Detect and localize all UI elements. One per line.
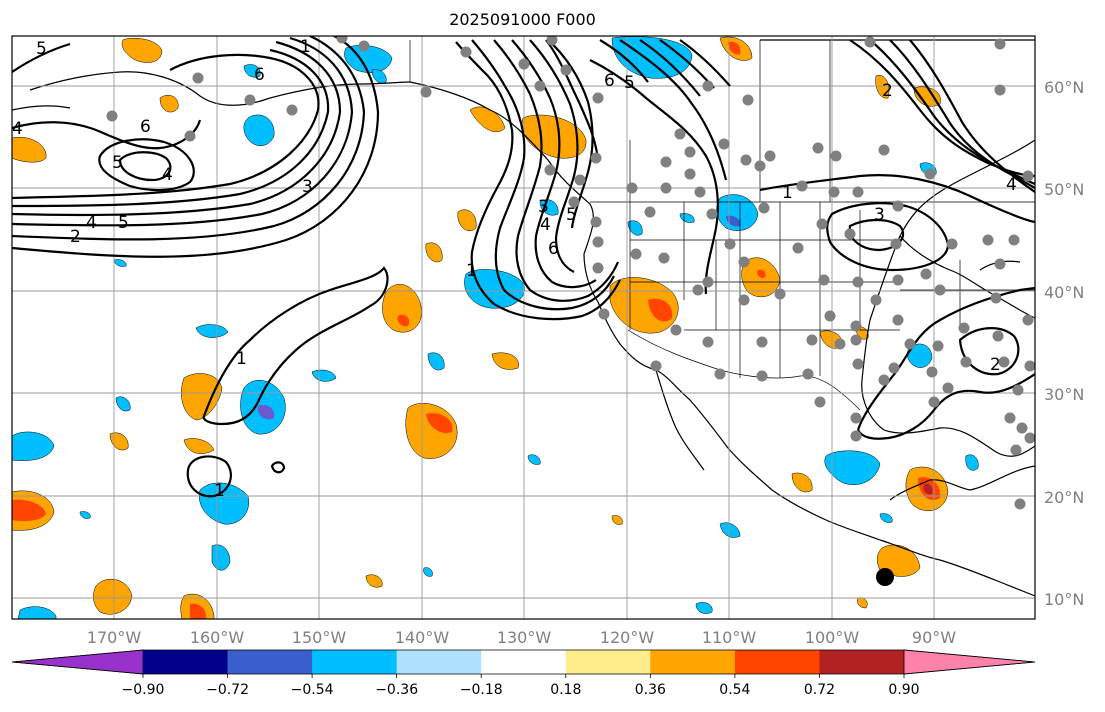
longitude-labels: 170°W 160°W 150°W 140°W 130°W 120°W 110°… (87, 628, 956, 647)
contour-label: 1 (300, 37, 311, 57)
map-title: 2025091000 F000 (449, 10, 596, 29)
colorbar-segment (143, 650, 229, 674)
contour-label: 2 (70, 227, 81, 247)
contour-label: 6 (604, 71, 615, 91)
lat-label: 10°N (1044, 590, 1084, 609)
contour-label: 3 (302, 177, 313, 197)
lat-label: 20°N (1044, 488, 1084, 507)
contour-label: 1 (214, 481, 225, 501)
contour-label: 1 (466, 261, 477, 281)
lat-label: 60°N (1044, 78, 1084, 97)
station-dots (106, 36, 1035, 510)
contour-label: 6 (548, 239, 559, 259)
contour-label: 1 (782, 183, 793, 203)
contour-label: 4 (1006, 175, 1017, 195)
colorbar-tick-label: 0.36 (635, 682, 666, 698)
contour-label: 3 (874, 205, 885, 225)
contour-label: 5 (118, 213, 129, 233)
contour-label: 6 (140, 117, 151, 137)
colorbar-segment (227, 650, 313, 674)
colorbar-tick-label: 0.18 (550, 682, 581, 698)
colorbar-tick-label: −0.90 (122, 682, 165, 698)
lon-label: 130°W (497, 628, 552, 647)
contour-label: 4 (86, 213, 97, 233)
lat-label: 30°N (1044, 385, 1084, 404)
contour-label: 5 (36, 39, 47, 59)
contour-label: 2 (990, 355, 1001, 375)
lon-label: 100°W (805, 628, 860, 647)
colorbar-tick-label: −0.72 (206, 682, 249, 698)
colorbar-segment (396, 650, 482, 674)
colorbar: −0.90 −0.72 −0.54 −0.36 −0.18 0.18 0.36 0.54 0.7… (11, 649, 1036, 698)
colorbar-segment (819, 650, 905, 674)
colorbar-tick-label: −0.18 (460, 682, 503, 698)
colorbar-extend-high (903, 649, 1036, 675)
contour-labels: 1 6 4 5 6 3 4 5 2 1 1 3 4 5 6 1 6 5 1 3 … (12, 37, 1017, 501)
colorbar-segment (734, 650, 820, 674)
lon-label: 150°W (292, 628, 347, 647)
colorbar-segment (565, 650, 651, 674)
colorbar-tick-label: 0.90 (888, 682, 919, 698)
colorbar-tick-label: −0.36 (375, 682, 418, 698)
latitude-labels: 60°N 50°N 40°N 30°N 20°N 10°N (1044, 78, 1084, 609)
lon-label: 160°W (190, 628, 245, 647)
colorbar-tick-label: −0.54 (291, 682, 334, 698)
lon-label: 170°W (87, 628, 142, 647)
colorbar-extend-low (11, 649, 144, 675)
contour-label: 5 (566, 205, 577, 225)
lon-label: 110°W (702, 628, 757, 647)
graticule (12, 36, 1035, 619)
colorbar-segment (650, 650, 736, 674)
contour-label: 2 (882, 81, 893, 101)
colorbar-segment (481, 650, 567, 674)
colorbar-tick-label: 0.72 (804, 682, 835, 698)
lat-label: 50°N (1044, 180, 1084, 199)
contour-label: 4 (540, 215, 551, 235)
contour-label: 5 (624, 73, 635, 93)
contour-label: 4 (12, 119, 23, 139)
colorbar-segment (312, 650, 398, 674)
contour-label: 6 (254, 65, 265, 85)
contour-label: 1 (236, 349, 247, 369)
contour-label: 4 (162, 165, 173, 185)
colorbar-tick-label: 0.54 (719, 682, 750, 698)
contour-label: 5 (112, 153, 123, 173)
lat-label: 40°N (1044, 283, 1084, 302)
lon-label: 90°W (912, 628, 956, 647)
lon-label: 140°W (395, 628, 450, 647)
lon-label: 120°W (600, 628, 655, 647)
contour-label: 3 (538, 197, 549, 217)
coastlines (12, 39, 1035, 597)
storm-marker (876, 568, 894, 586)
map-frame (11, 35, 1036, 620)
